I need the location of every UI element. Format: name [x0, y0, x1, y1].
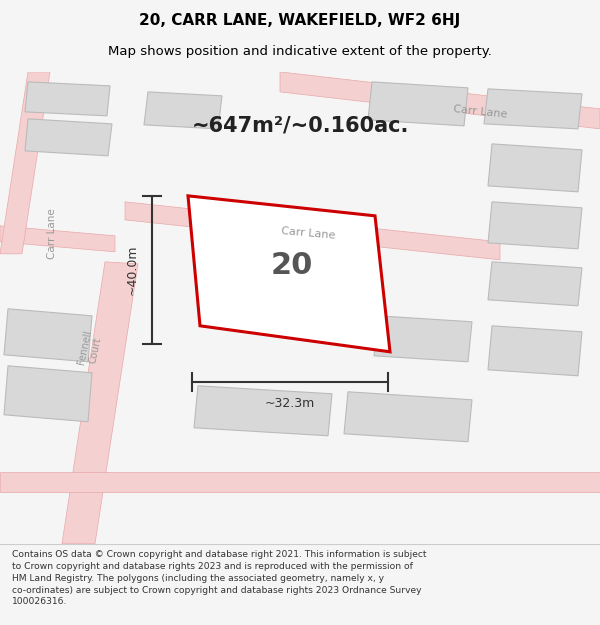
- Polygon shape: [484, 89, 582, 129]
- Polygon shape: [488, 326, 582, 376]
- Polygon shape: [125, 202, 500, 260]
- Polygon shape: [344, 392, 472, 442]
- Polygon shape: [188, 196, 390, 352]
- Text: Map shows position and indicative extent of the property.: Map shows position and indicative extent…: [108, 45, 492, 58]
- Text: ~32.3m: ~32.3m: [265, 398, 315, 410]
- Polygon shape: [280, 72, 600, 129]
- Polygon shape: [488, 262, 582, 306]
- Text: Contains OS data © Crown copyright and database right 2021. This information is : Contains OS data © Crown copyright and d…: [12, 550, 427, 606]
- Text: ~647m²/~0.160ac.: ~647m²/~0.160ac.: [191, 116, 409, 136]
- Polygon shape: [0, 472, 600, 492]
- Text: Fennell
Court: Fennell Court: [76, 329, 104, 368]
- Polygon shape: [488, 144, 582, 192]
- Polygon shape: [488, 202, 582, 249]
- Polygon shape: [4, 309, 92, 362]
- Text: 20: 20: [271, 251, 313, 281]
- Polygon shape: [4, 366, 92, 422]
- Text: Carr Lane: Carr Lane: [47, 209, 57, 259]
- Polygon shape: [374, 316, 472, 362]
- Polygon shape: [62, 262, 138, 544]
- Text: Carr Lane: Carr Lane: [281, 226, 335, 241]
- Text: Carr Lane: Carr Lane: [452, 104, 508, 119]
- Polygon shape: [25, 119, 112, 156]
- Polygon shape: [144, 92, 222, 129]
- Polygon shape: [368, 82, 468, 126]
- Polygon shape: [25, 82, 110, 116]
- Polygon shape: [194, 386, 332, 436]
- Text: ~40.0m: ~40.0m: [125, 244, 139, 295]
- Polygon shape: [0, 226, 115, 252]
- Polygon shape: [0, 72, 50, 254]
- Text: 20, CARR LANE, WAKEFIELD, WF2 6HJ: 20, CARR LANE, WAKEFIELD, WF2 6HJ: [139, 12, 461, 28]
